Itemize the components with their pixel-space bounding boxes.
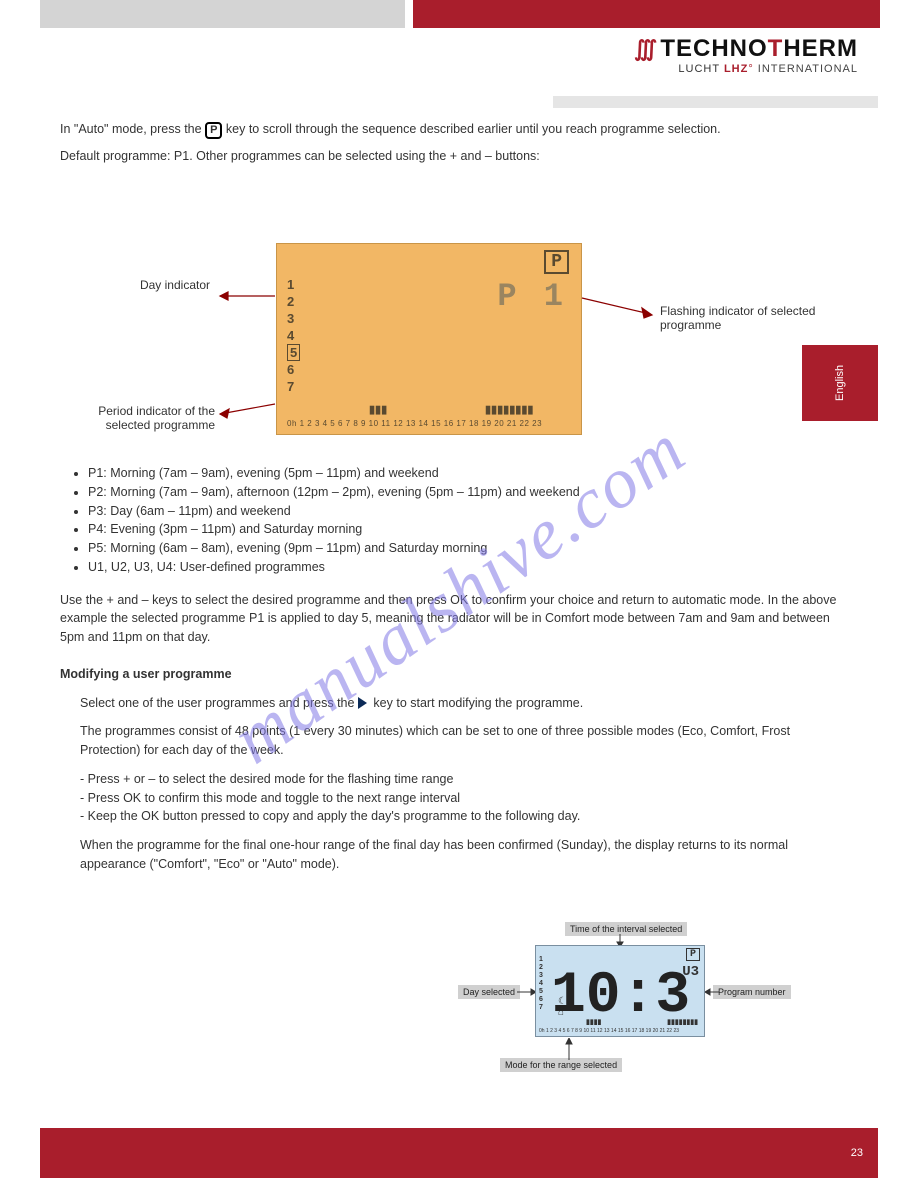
lcd2-bars-b: ▮▮▮▮▮▮▮▮ [667,1018,698,1026]
list-item: Press + or – to select the desired mode … [80,770,840,789]
heading-userprog: Modifying a user programme [60,665,840,684]
logo-sub-left: LUCHT [678,63,724,75]
para6: When the programme for the final one-hou… [80,836,840,874]
logo-sub-lhz: LHZ [724,63,748,75]
list-item: Press OK to confirm this mode and toggle… [80,789,840,808]
p-key-icon: P [205,122,222,139]
arrow-days-icon [210,288,280,304]
label-day-selected: Day selected [458,985,520,999]
footer-bar: 23 [40,1128,878,1178]
intro-paragraphs: In "Auto" mode, press the P key to scrol… [60,120,840,173]
list-item: P2: Morning (7am – 9am), afternoon (12pm… [88,483,840,502]
list-item: Keep the OK button pressed to copy and a… [80,807,840,826]
lcd-p-box: P [544,250,569,274]
callout-days: Day indicator [70,278,210,292]
header-red-bar [413,0,880,28]
para4a: Select one of the user programmes and pr… [80,696,358,710]
lcd-preview-blue: P U3 1234567 ☾⌂ 10:30 ▮▮▮▮ ▮▮▮▮▮▮▮▮ 0h 1… [535,945,705,1037]
header-grey-bar [40,0,405,28]
lcd2-time: 10:30 [551,961,691,1021]
lcd-bars-morning: ▮▮▮ [369,403,387,416]
logo-text-left: TECHNO [660,35,767,62]
arrow-right-icon [517,988,537,996]
label-time-interval: Time of the interval selected [565,922,687,936]
lcd2-days: 1234567 [539,956,543,1012]
para1b: key to scroll through the sequence descr… [226,122,721,136]
para4b: key to start modifying the programme. [373,696,583,710]
logo-text-right: HERM [783,35,858,62]
logo-sub-right: INTERNATIONAL [758,63,858,75]
list-item: U1, U2, U3, U4: User-defined programmes [88,558,840,577]
language-tab: English [802,345,878,421]
svg-text:10:30: 10:30 [551,964,691,1021]
lcd-days-column: 1234567 [287,276,300,395]
brand-logo: ∭TECHNOTHERM LUCHT LHZ° INTERNATIONAL [634,35,858,75]
label-program-number: Program number [713,985,791,999]
lcd-preview-blue-wrap: Time of the interval selected Day select… [455,920,785,1080]
arrow-prog-icon [580,292,660,322]
callout-prog: Flashing indicator of selected programme [660,304,850,332]
programme-list: P1: Morning (7am – 9am), evening (5pm – … [88,464,840,577]
action-list: Press + or – to select the desired mode … [80,770,840,826]
page-number: 23 [851,1147,863,1159]
logo-underline [553,96,878,108]
lcd2-bars-a: ▮▮▮▮ [586,1018,601,1026]
para1a: In "Auto" mode, press the [60,122,205,136]
lcd-timeline: 0h 1 2 3 4 5 6 7 8 9 10 11 12 13 14 15 1… [287,419,571,428]
list-item: P3: Day (6am – 11pm) and weekend [88,502,840,521]
play-icon [358,697,367,709]
arrow-left-icon [705,988,719,996]
callout-period: Period indicator of the selected program… [60,404,215,432]
lcd-bars-evening: ▮▮▮▮▮▮▮▮ [485,403,533,416]
label-mode-range: Mode for the range selected [500,1058,622,1072]
lcd-prog-number: P 1 [497,278,567,315]
list-item: P5: Morning (6am – 8am), evening (9pm – … [88,539,840,558]
para3: Use the + and – keys to select the desir… [60,591,840,647]
para5: The programmes consist of 48 points (1 e… [80,722,840,760]
lcd2-timeline: 0h 1 2 3 4 5 6 7 8 9 10 11 12 13 14 15 1… [539,1028,701,1034]
lcd2-p-box: P [686,948,700,961]
list-item: P1: Morning (7am – 9am), evening (5pm – … [88,464,840,483]
para2: Default programme: P1. Other programmes … [60,147,840,165]
list-item: P4: Evening (3pm – 11pm) and Saturday mo… [88,520,840,539]
programme-section: P1: Morning (7am – 9am), evening (5pm – … [60,460,840,884]
lcd-preview-orange: P P 1 1234567 ▮▮▮ ▮▮▮▮▮▮▮▮ 0h 1 2 3 4 5 … [276,243,582,435]
arrow-up-icon [565,1038,573,1060]
arrow-period-icon [210,398,280,420]
flame-icon: ∭ [634,36,658,61]
